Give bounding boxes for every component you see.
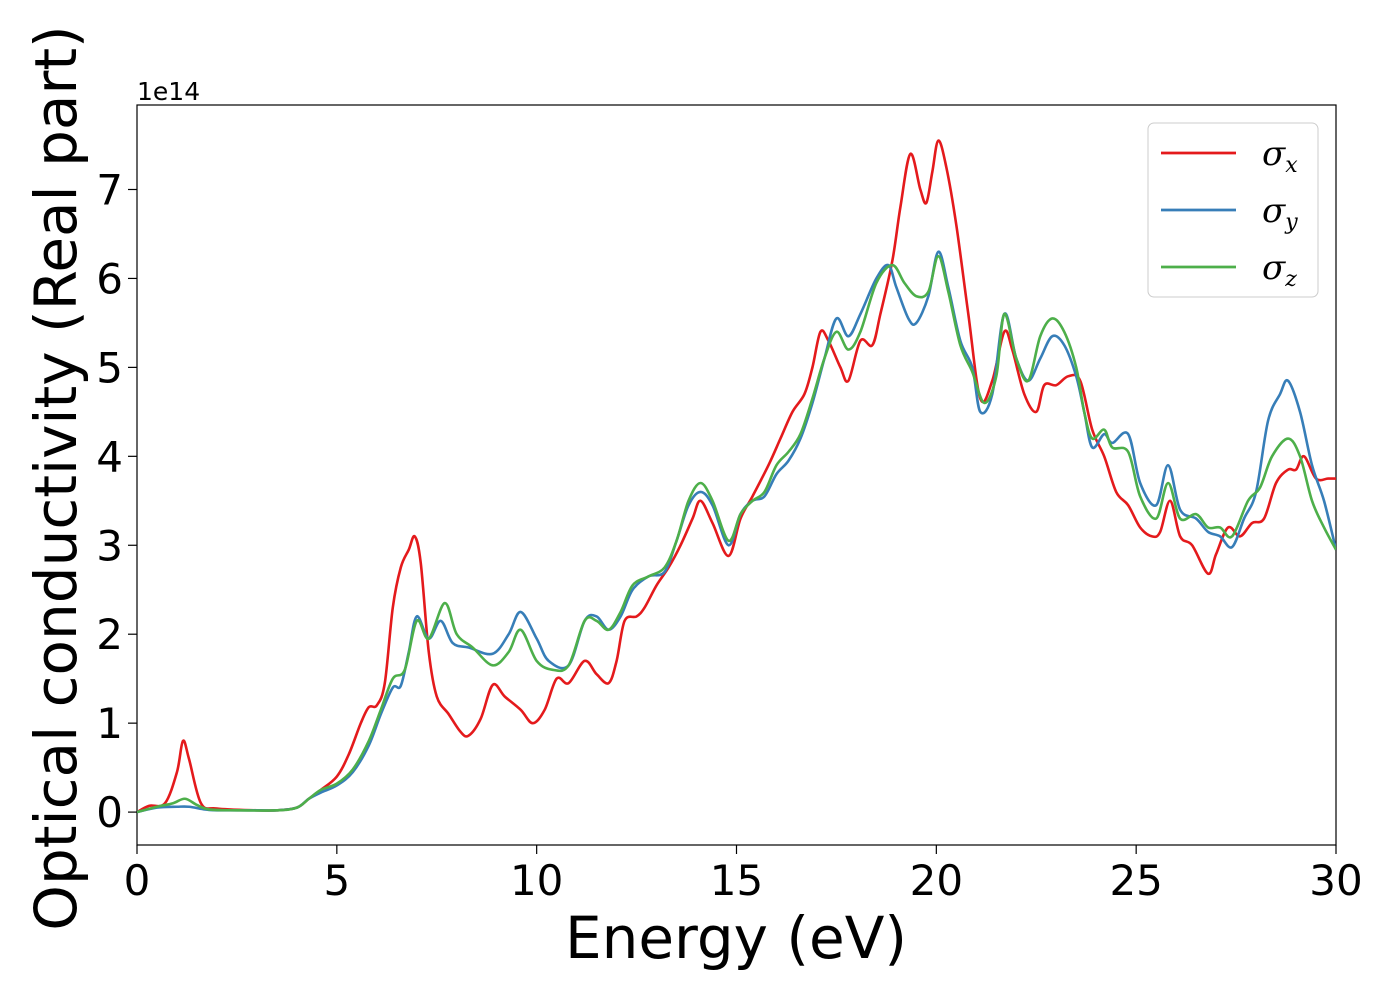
x-axis-title: Energy (eV) xyxy=(565,904,907,972)
x-tick-label: 25 xyxy=(1109,856,1162,905)
series-line-y xyxy=(137,250,1336,814)
x-tick-label: 0 xyxy=(124,856,151,905)
x-tick-label: 5 xyxy=(323,856,350,905)
y-tick-label: 3 xyxy=(96,521,123,570)
legend-label-y: σy xyxy=(1262,191,1298,235)
legend: σx σy σz xyxy=(1147,122,1319,298)
series-line-z xyxy=(137,254,1336,814)
series-line-x xyxy=(137,139,1336,814)
x-tick-label: 20 xyxy=(910,856,963,905)
series-layer xyxy=(137,139,1336,814)
y-axis-offset-label: 1e14 xyxy=(137,77,200,106)
y-tick-label: 4 xyxy=(96,432,123,481)
y-tick-label: 1 xyxy=(96,699,123,748)
x-tick-label: 30 xyxy=(1309,856,1362,905)
y-tick-label: 5 xyxy=(96,343,123,392)
y-tick-label: 0 xyxy=(96,788,123,837)
x-axis-ticks: 0 5 10 15 20 25 30 xyxy=(124,845,1363,905)
y-axis-ticks: 0 1 2 3 4 5 6 7 xyxy=(96,165,137,837)
legend-items: σx σy σz xyxy=(1161,134,1298,292)
legend-label-x: σx xyxy=(1262,134,1298,178)
y-tick-label: 2 xyxy=(96,610,123,659)
y-tick-label: 7 xyxy=(96,165,123,214)
legend-label-z: σz xyxy=(1262,248,1297,292)
x-tick-label: 15 xyxy=(710,856,763,905)
y-axis-title: Optical conductivity (Real part) xyxy=(22,25,90,930)
x-tick-label: 10 xyxy=(510,856,563,905)
y-tick-label: 6 xyxy=(96,254,123,303)
